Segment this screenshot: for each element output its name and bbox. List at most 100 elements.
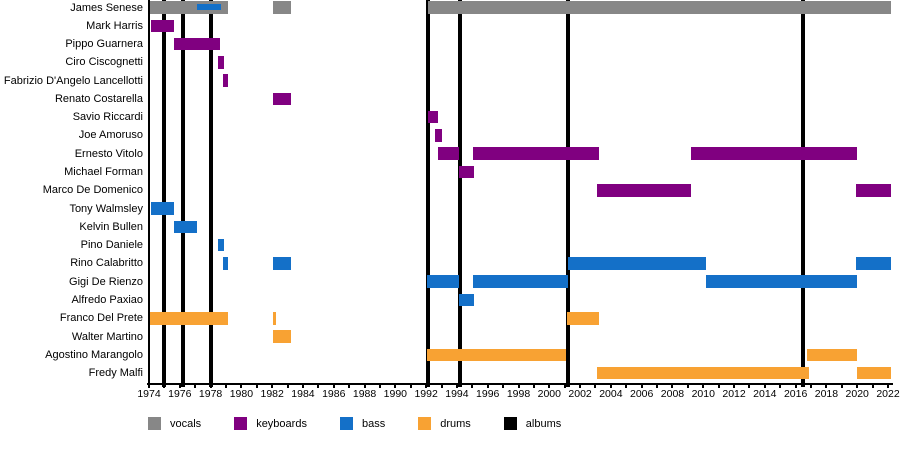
- axis-tick: [856, 383, 859, 388]
- axis-tick: [348, 383, 351, 388]
- axis-tick: [594, 383, 597, 388]
- album-line: [208, 0, 213, 387]
- axis-tick-label: 2010: [691, 388, 715, 400]
- album-line: [180, 0, 185, 387]
- axis-tick-label: 2004: [599, 388, 623, 400]
- axis-tick: [532, 383, 535, 388]
- legend-label: keyboards: [256, 417, 307, 430]
- axis-tick-label: 1974: [137, 388, 161, 400]
- axis-tick-label: 2000: [537, 388, 561, 400]
- member-bar: [427, 110, 439, 124]
- axis-tick: [394, 383, 397, 388]
- legend-label: vocals: [170, 417, 202, 430]
- member-name-label: Marco De Domenico: [42, 184, 143, 197]
- axis-tick: [625, 383, 628, 388]
- axis-tick: [733, 383, 736, 388]
- member-bar: [149, 312, 229, 325]
- member-bar: [597, 184, 691, 197]
- axis-tick: [425, 383, 428, 388]
- axis-tick-label: 2006: [629, 388, 654, 400]
- member-bar: [273, 312, 276, 325]
- axis-tick: [502, 383, 505, 388]
- legend-label: albums: [525, 417, 562, 430]
- member-bar: [173, 37, 220, 51]
- axis-tick: [671, 383, 674, 388]
- axis-tick: [194, 383, 197, 388]
- member-bar: [807, 348, 858, 362]
- axis-tick: [763, 383, 766, 388]
- axis-tick: [779, 383, 782, 388]
- member-bar: [597, 366, 809, 380]
- axis-tick: [686, 383, 689, 388]
- member-bar: [567, 257, 706, 270]
- x-axis-line: [147, 382, 893, 385]
- member-bar: [690, 147, 858, 160]
- member-bar: [426, 275, 460, 288]
- axis-tick: [579, 383, 582, 388]
- legend-label: bass: [361, 417, 386, 430]
- legend: vocals keyboards bass drums albums: [148, 417, 561, 430]
- member-name-label: Alfredo Paxiao: [71, 293, 143, 306]
- member-name-label: Walter Martino: [71, 330, 143, 343]
- axis-tick: [363, 383, 366, 388]
- member-name-label: Mark Harris: [86, 19, 143, 32]
- axis-tick-label: 1986: [322, 388, 346, 400]
- axis-tick-label: 1978: [198, 388, 223, 400]
- axis-tick: [840, 383, 843, 388]
- member-name-label: Tony Walmsley: [69, 202, 143, 215]
- album-line: [801, 0, 806, 387]
- member-bar: [434, 129, 442, 142]
- axis-tick: [794, 383, 797, 388]
- member-name-label: Pino Daniele: [80, 239, 143, 252]
- axis-tick: [640, 383, 643, 388]
- album-line: [457, 0, 462, 387]
- member-name-label: Savio Riccardi: [72, 111, 143, 124]
- axis-tick-label: 1980: [229, 388, 254, 400]
- member-name-label: Franco Del Prete: [59, 312, 143, 325]
- axis-tick: [810, 383, 813, 388]
- axis-tick: [702, 383, 705, 388]
- axis-tick: [301, 383, 304, 388]
- axis-tick: [148, 383, 150, 388]
- member-extra-bar: [196, 3, 222, 10]
- member-name-label: Agostino Marangolo: [45, 348, 143, 361]
- axis-tick: [178, 383, 181, 388]
- member-bar: [273, 330, 291, 343]
- axis-tick: [609, 383, 612, 388]
- legend-item-keyboards: keyboards: [234, 417, 307, 430]
- axis-tick: [317, 383, 320, 388]
- axis-tick-label: 1994: [445, 388, 469, 400]
- axis-tick: [563, 383, 566, 388]
- axis-tick: [409, 383, 412, 388]
- axis-tick-label: 1996: [476, 388, 500, 400]
- member-bar: [459, 165, 474, 179]
- member-bar: [438, 147, 460, 160]
- member-bar: [273, 1, 291, 14]
- axis-tick: [717, 383, 720, 388]
- member-bar: [426, 348, 567, 362]
- axis-tick: [163, 383, 166, 388]
- member-name-label: Renato Costarella: [54, 92, 143, 105]
- legend-label: drums: [440, 417, 471, 430]
- axis-tick: [332, 383, 335, 388]
- axis-tick-label: 1992: [414, 388, 438, 400]
- member-bar: [857, 366, 892, 380]
- member-bar: [473, 147, 599, 160]
- axis-tick: [224, 383, 227, 388]
- y-axis-line: [148, 0, 150, 383]
- member-name-label: Ernesto Vitolo: [74, 147, 143, 160]
- axis-tick: [240, 383, 243, 388]
- axis-tick-label: 2012: [722, 388, 746, 400]
- axis-tick: [209, 383, 212, 388]
- member-bar: [222, 74, 229, 87]
- axis-tick: [471, 383, 474, 388]
- member-name-label: Fredy Malfi: [88, 367, 143, 380]
- album-line: [565, 0, 570, 387]
- member-bar: [855, 257, 892, 270]
- legend-item-bass: bass: [339, 417, 386, 430]
- member-name-label: Pippo Guarnera: [65, 38, 143, 51]
- member-bar: [705, 275, 858, 288]
- axis-tick: [486, 383, 489, 388]
- member-name-label: James Senese: [70, 1, 143, 14]
